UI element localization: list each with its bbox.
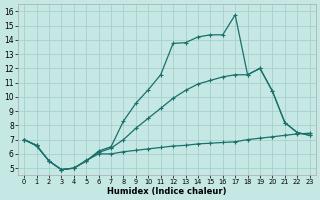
X-axis label: Humidex (Indice chaleur): Humidex (Indice chaleur) — [107, 187, 227, 196]
